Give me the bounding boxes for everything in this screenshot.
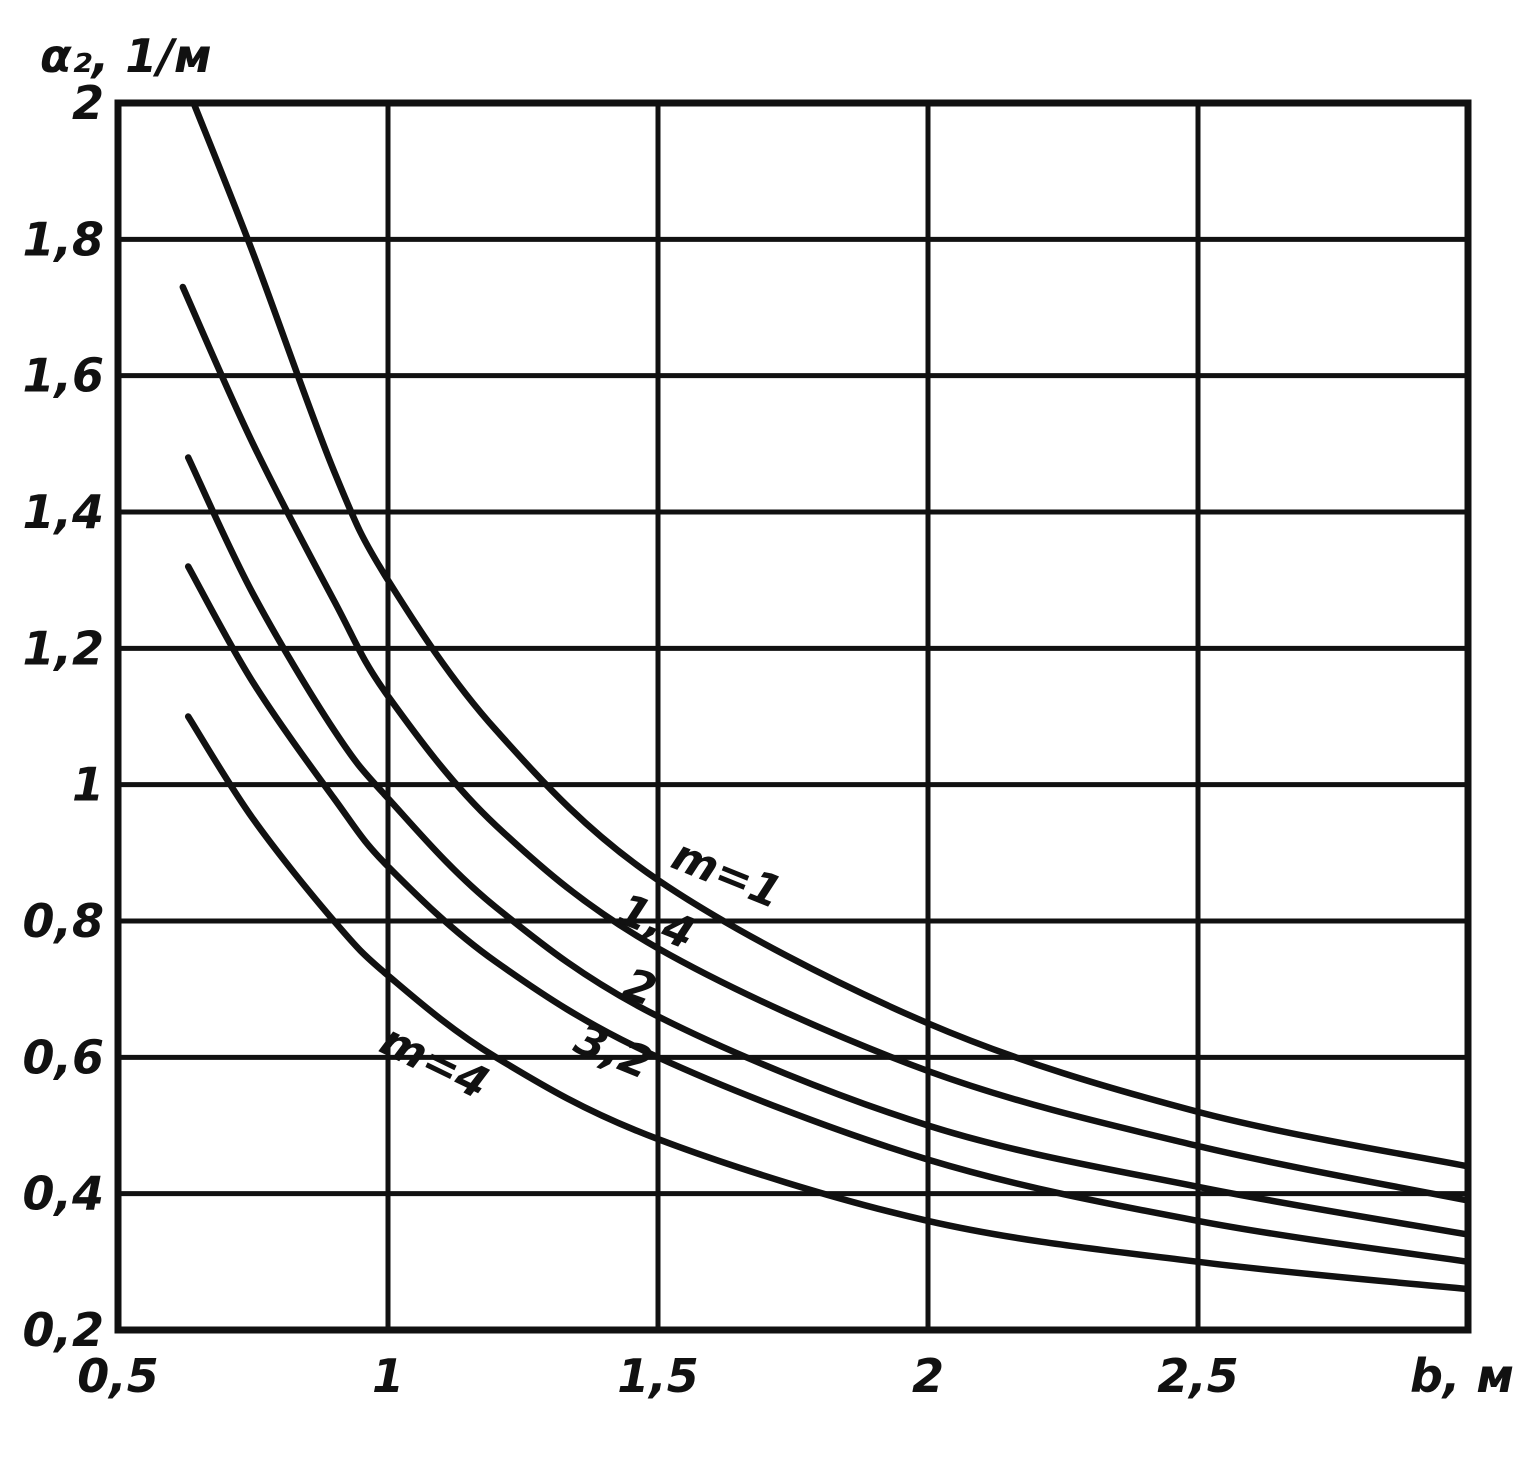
series-line <box>184 454 1472 1238</box>
y-tick-label: 1,6 <box>23 349 105 403</box>
series-label: 1,4 <box>611 884 702 960</box>
y-tick-label: 2 <box>72 76 104 130</box>
x-tick-label: 1 <box>372 1349 404 1403</box>
y-tick-label: 0,8 <box>23 894 105 948</box>
y-tick-label: 1 <box>72 758 104 812</box>
plot-frame <box>114 99 1472 1334</box>
grid-lines <box>115 100 1468 1333</box>
y-tick-label: 0,4 <box>23 1167 105 1221</box>
x-axis-label: b, м <box>1410 1349 1514 1403</box>
x-tick-label: 2 <box>912 1349 944 1403</box>
series-label: m=4 <box>372 1015 496 1111</box>
y-tick-label: 0,6 <box>23 1030 105 1084</box>
x-tick-label: 0,5 <box>77 1349 159 1403</box>
x-tick-label: 1,5 <box>617 1349 699 1403</box>
y-tick-label: 0,2 <box>23 1303 105 1357</box>
series-label: 3,2 <box>567 1013 658 1089</box>
series-line <box>190 99 1472 1170</box>
x-tick-label: 2,5 <box>1157 1349 1239 1403</box>
series-line <box>184 563 1472 1266</box>
y-tick-label: 1,4 <box>23 485 105 539</box>
series-line <box>184 713 1472 1293</box>
y-tick-label: 1,2 <box>23 621 105 675</box>
y-axis-label: α₂, 1/м <box>40 29 212 83</box>
curves <box>179 99 1472 1293</box>
series-line <box>179 283 1472 1204</box>
y-tick-label: 1,8 <box>23 212 105 266</box>
